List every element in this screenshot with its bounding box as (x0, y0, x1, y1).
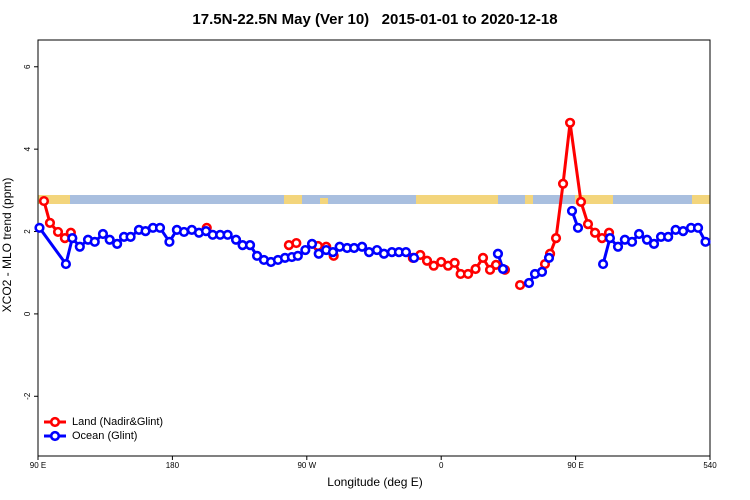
x-tick-label: 540 (703, 461, 717, 470)
data-point (60, 258, 72, 270)
data-point (692, 222, 704, 233)
data-point (604, 233, 616, 244)
data-point (306, 238, 318, 249)
data-point (582, 219, 594, 230)
data-point (633, 228, 645, 240)
x-tick-label: 90 E (30, 461, 46, 470)
data-point (400, 247, 412, 258)
data-point (38, 195, 50, 207)
data-point (125, 231, 136, 242)
data-point (292, 250, 303, 261)
data-point (300, 244, 311, 256)
plot-frame (37, 39, 711, 457)
data-point (572, 222, 584, 233)
data-point (178, 226, 190, 238)
data-point (74, 241, 85, 252)
data-point (52, 226, 64, 238)
legend-swatch-point (49, 430, 61, 442)
data-point (566, 205, 578, 217)
legend-swatch-point (49, 416, 61, 428)
data-point (550, 233, 562, 244)
data-point (112, 238, 123, 249)
data-point (67, 233, 78, 244)
data-point (663, 231, 674, 242)
data-point (470, 263, 481, 275)
data-point (626, 236, 638, 247)
map-strip (38, 195, 710, 204)
data-point (349, 242, 360, 254)
data-point (700, 236, 711, 247)
data-point (648, 238, 660, 249)
data-point (557, 178, 569, 189)
data-point (313, 248, 324, 259)
data-point (596, 233, 608, 244)
data-point (408, 252, 420, 263)
legend-label: Land (Nadir&Glint) (72, 416, 163, 428)
data-point (490, 259, 502, 270)
y-axis-label: XCO2 - MLO trend (ppm) (0, 178, 14, 313)
data-point (251, 250, 263, 261)
data-point (104, 234, 115, 245)
x-tick-label: 180 (166, 461, 180, 470)
data-point (492, 248, 504, 259)
x-tick-label: 90 W (297, 461, 316, 470)
y-tick-label: 4 (23, 146, 32, 151)
y-tick-label: 6 (23, 64, 32, 69)
x-tick-label: 0 (439, 461, 444, 470)
y-tick-label: 2 (23, 229, 32, 234)
chart-title: 17.5N-22.5N May (Ver 10) 2015-01-01 to 2… (192, 11, 557, 28)
y-tick-label: 0 (23, 311, 32, 316)
series-line (38, 210, 707, 284)
data-point (421, 255, 433, 266)
data-point (612, 241, 624, 252)
legend-label: Ocean (Glint) (72, 430, 137, 442)
data-point (536, 266, 548, 277)
data-point (44, 217, 56, 228)
data-point (543, 252, 555, 263)
data-point (244, 240, 256, 251)
data-point (378, 248, 390, 259)
x-tick-label: 90 E (567, 461, 583, 470)
data-point (575, 196, 587, 207)
data-point (230, 234, 242, 245)
data-point (34, 222, 45, 233)
data-point (97, 228, 109, 240)
data-point (523, 277, 535, 289)
data-point (327, 247, 339, 258)
data-point (597, 258, 609, 270)
data-point (589, 227, 601, 238)
data-point (678, 226, 689, 237)
data-point (497, 263, 509, 275)
data-point (356, 241, 368, 252)
data-point (564, 117, 576, 128)
data-point (462, 268, 474, 280)
data-point (164, 236, 175, 247)
data-point (363, 247, 375, 258)
y-tick-label: -2 (23, 392, 32, 400)
data-point (154, 222, 166, 233)
data-point (449, 257, 460, 268)
data-point (89, 236, 100, 247)
data-point (222, 229, 233, 240)
x-axis-label: Longitude (deg E) (327, 475, 422, 489)
data-point (428, 260, 439, 271)
data-point (641, 234, 653, 245)
data-point (291, 237, 302, 249)
data-point (477, 252, 489, 263)
data-point (514, 279, 526, 291)
